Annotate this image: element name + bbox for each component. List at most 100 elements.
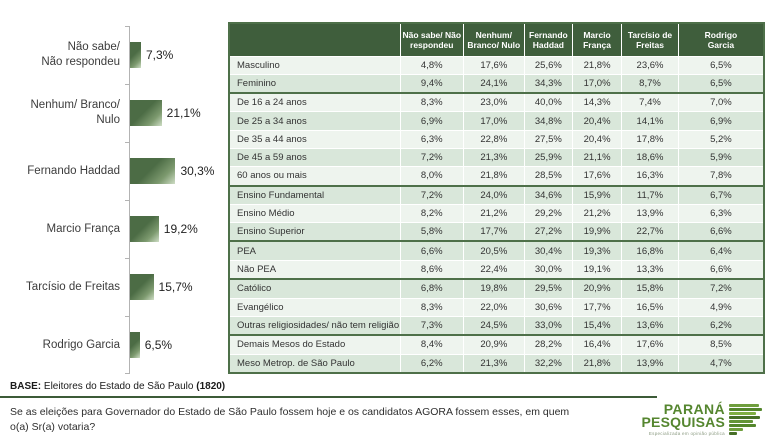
base-text: Eleitores do Estado de São Paulo — [41, 381, 197, 392]
table-cell: 21,8% — [571, 55, 622, 75]
table-cell: 6,9% — [399, 111, 464, 131]
chart-row: Rodrigo Garcia 6,5% — [6, 316, 226, 374]
row-label: PEA — [229, 240, 401, 261]
table-cell: 5,9% — [677, 147, 764, 167]
table-cell: 23,6% — [621, 55, 679, 75]
table-cell: 6,6% — [399, 240, 464, 261]
table-row: Meso Metrop. de São Paulo 6,2% 21,3% 32,2% 2… — [229, 353, 764, 373]
chart-row: Nenhum/ Branco/Nulo 21,1% — [6, 84, 226, 142]
table-row: Masculino 4,8% 17,6% 25,6% 21,8% 23,6% 6,5% — [229, 55, 764, 75]
chart-bar-area: 19,2% — [125, 200, 226, 258]
table-cell: 27,5% — [523, 129, 573, 149]
table-cell: 13,9% — [621, 203, 679, 223]
table-cell: 19,1% — [571, 259, 622, 280]
table-cell: 17,7% — [571, 297, 622, 317]
chart-value-label: 30,3% — [180, 164, 215, 178]
table-cell: 4,9% — [677, 297, 764, 317]
table-cell: 30,4% — [523, 240, 573, 261]
table-cell: 17,0% — [571, 73, 622, 94]
row-label: Ensino Médio — [229, 203, 401, 223]
table-cell: 4,7% — [677, 353, 764, 373]
row-label: Feminino — [229, 73, 401, 94]
column-header: Tarcísio de Freitas — [621, 23, 679, 56]
table-cell: 17,8% — [621, 129, 679, 149]
table-cell: 8,4% — [399, 334, 464, 355]
chart-bar-area: 7,3% — [125, 26, 226, 84]
table-cell: 15,4% — [571, 315, 622, 336]
table-cell: 11,7% — [621, 184, 679, 205]
table-cell: 21,8% — [571, 353, 622, 373]
table-cell: 20,5% — [462, 240, 525, 261]
table-row: Outras religiosidades/ não tem religião 7… — [229, 315, 764, 336]
table-cell: 22,7% — [621, 222, 679, 242]
base-note: BASE: Eleitores do Estado de São Paulo (… — [10, 381, 225, 392]
row-label: Evangélico — [229, 297, 401, 317]
table-cell: 5,2% — [677, 129, 764, 149]
row-label: De 16 a 24 anos — [229, 92, 401, 112]
column-header: Rodrigo Garcia — [677, 23, 764, 56]
table-cell: 16,3% — [621, 166, 679, 186]
table-cell: 20,9% — [462, 334, 525, 355]
table-cell: 8,6% — [399, 259, 464, 280]
table-cell: 7,2% — [677, 278, 764, 299]
results-table: Não sabe/ Não respondeu Nenhum/Branco/ Nul… — [228, 22, 765, 374]
row-label: Não PEA — [229, 259, 401, 280]
table-row: PEA 6,6% 20,5% 30,4% 19,3% 16,8% 6,4% — [229, 240, 764, 261]
table-cell: 25,9% — [523, 147, 573, 167]
table-row: De 25 a 34 anos 6,9% 17,0% 34,8% 20,4% 14,1% 6… — [229, 111, 764, 131]
chart-bar-area: 6,5% — [125, 316, 226, 374]
chart-bar-area: 30,3% — [125, 142, 226, 200]
table-cell: 18,6% — [621, 147, 679, 167]
table-cell: 30,6% — [523, 297, 573, 317]
chart-row: Marcio França 19,2% — [6, 200, 226, 258]
table-cell: 20,4% — [571, 111, 622, 131]
table-cell: 6,2% — [399, 353, 464, 373]
table-row: Ensino Fundamental 7,2% 24,0% 34,6% 15,9% 11,… — [229, 184, 764, 205]
base-count: (1820) — [196, 381, 226, 392]
table-cell: 13,3% — [621, 259, 679, 280]
row-label: De 45 a 59 anos — [229, 147, 401, 167]
table-cell: 20,4% — [571, 129, 622, 149]
table-row: 60 anos ou mais 8,0% 21,8% 28,5% 17,6% 16,3% 7… — [229, 166, 764, 186]
row-label: Católico — [229, 278, 401, 299]
table-row: De 35 a 44 anos 6,3% 22,8% 27,5% 20,4% 17,8% 5… — [229, 129, 764, 149]
chart-bar-area: 15,7% — [125, 258, 226, 316]
table-cell: 40,0% — [523, 92, 573, 112]
table-cell: 6,6% — [677, 259, 764, 280]
base-label: BASE: — [10, 381, 42, 392]
table-cell: 21,3% — [462, 353, 525, 373]
table-cell: 8,3% — [399, 297, 464, 317]
table-cell: 6,6% — [677, 222, 764, 242]
table-cell: 8,2% — [399, 203, 464, 223]
table-cell: 29,2% — [523, 203, 573, 223]
table-cell: 8,0% — [399, 166, 464, 186]
table-cell: 17,6% — [571, 166, 622, 186]
table-row: Não PEA 8,6% 22,4% 30,0% 19,1% 13,3% 6,6% — [229, 259, 764, 280]
table-row: Ensino Superior 5,8% 17,7% 27,2% 19,9% 22,7% 6… — [229, 222, 764, 242]
row-label: 60 anos ou mais — [229, 166, 401, 186]
parana-pesquisas-logo: PARANÁ PESQUISAS Especializada em opiniã… — [642, 402, 762, 436]
survey-question: Se as eleições para Governador do Estado… — [10, 406, 570, 433]
table-cell: 21,3% — [462, 147, 525, 167]
chart-value-label: 7,3% — [145, 48, 174, 62]
table-cell: 28,2% — [523, 334, 573, 355]
table-cell: 6,5% — [677, 55, 764, 75]
table-cell: 4,8% — [399, 55, 464, 75]
table-cell: 7,2% — [399, 184, 464, 205]
table-cell: 19,9% — [571, 222, 622, 242]
logo-p-icon — [729, 404, 762, 435]
table-cell: 34,6% — [523, 184, 573, 205]
chart-category-label: Marcio França — [46, 222, 121, 235]
table-cell: 24,0% — [462, 184, 525, 205]
chart-value-label: 19,2% — [163, 222, 198, 236]
table-cell: 16,4% — [571, 334, 622, 355]
table-row: Demais Mesos do Estado 8,4% 20,9% 28,2% 16,4… — [229, 334, 764, 355]
table-cell: 22,8% — [462, 129, 525, 149]
logo-tagline: Especializada em opinião pública — [648, 430, 725, 436]
table-cell: 33,0% — [523, 315, 573, 336]
table-cell: 17,6% — [462, 55, 525, 75]
table-cell: 7,8% — [677, 166, 764, 186]
table-cell: 32,2% — [523, 353, 573, 373]
chart-bar — [130, 158, 176, 184]
table-cell: 13,9% — [621, 353, 679, 373]
